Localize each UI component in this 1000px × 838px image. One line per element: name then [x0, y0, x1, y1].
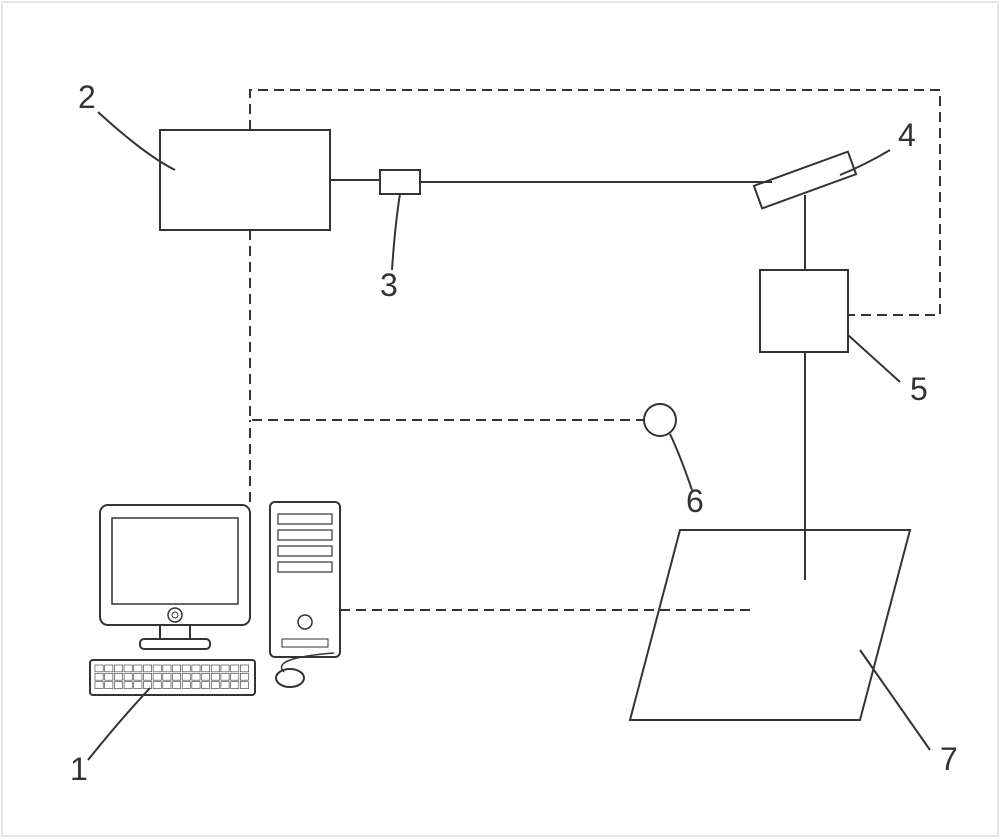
- svg-text:2: 2: [78, 79, 96, 115]
- svg-text:6: 6: [686, 483, 704, 519]
- svg-text:7: 7: [940, 741, 958, 777]
- svg-text:4: 4: [898, 117, 916, 153]
- svg-text:3: 3: [380, 267, 398, 303]
- svg-text:1: 1: [70, 751, 88, 787]
- svg-text:5: 5: [910, 371, 928, 407]
